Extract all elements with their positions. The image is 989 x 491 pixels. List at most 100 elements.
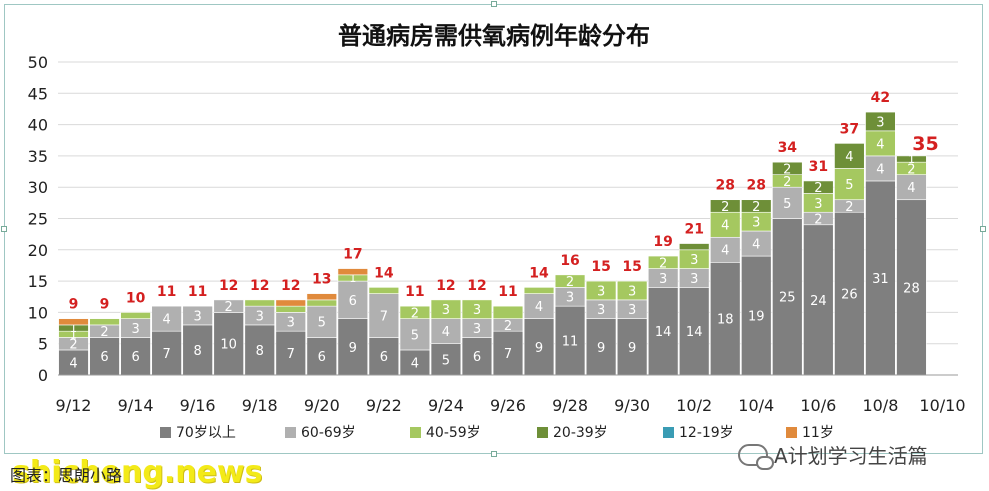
- bar-segment: [679, 287, 710, 376]
- x-tick-label: 9/22: [366, 396, 402, 415]
- total-label: 14: [374, 265, 394, 281]
- bar-segment: [399, 349, 431, 376]
- resize-handle-top[interactable]: [491, 1, 497, 7]
- bar-segment: [306, 293, 337, 301]
- bar-segment: [337, 268, 369, 276]
- bar-segment: [120, 312, 151, 319]
- bar-segment: [772, 218, 803, 376]
- bar-segment: [772, 161, 803, 175]
- data-label: 3: [473, 322, 481, 337]
- bar-segment: [896, 174, 927, 201]
- bar-segment: [492, 330, 524, 376]
- bar-segment: [647, 255, 679, 269]
- bar-segment: [834, 211, 865, 376]
- data-label: 7: [504, 347, 512, 362]
- bar-segment: [368, 337, 400, 376]
- bar-segment: [120, 337, 151, 376]
- legend-label: 70岁以上: [176, 425, 236, 441]
- bar-segment: [430, 299, 462, 319]
- legend-swatch: [410, 427, 421, 438]
- data-label: 26: [841, 288, 858, 303]
- data-label: 7: [380, 309, 388, 324]
- legend-swatch: [285, 427, 296, 438]
- total-label: 37: [840, 121, 859, 137]
- bar-segment: [430, 318, 462, 345]
- data-label: 6: [473, 350, 481, 365]
- bar-segment: [58, 318, 89, 326]
- data-label: 3: [566, 291, 574, 306]
- data-label: 2: [100, 325, 108, 340]
- data-label: 24: [810, 294, 827, 309]
- legend-label: 12-19岁: [679, 425, 734, 441]
- legend-label: 20-39岁: [553, 425, 608, 441]
- data-label: 10: [220, 338, 237, 353]
- y-tick-label: 20: [28, 241, 48, 260]
- total-label: 10: [126, 290, 146, 306]
- bar-segment: [865, 155, 896, 182]
- legend-swatch: [663, 427, 674, 438]
- bar-segment: [896, 155, 927, 163]
- resize-handle-right[interactable]: [980, 226, 986, 232]
- data-label: 3: [473, 303, 481, 318]
- legend-swatch: [537, 427, 548, 438]
- total-label: 14: [529, 265, 549, 281]
- data-label: 5: [845, 178, 853, 193]
- x-tick-label: 9/28: [552, 396, 588, 415]
- data-label: 9: [535, 341, 543, 356]
- data-label: 2: [225, 300, 233, 315]
- x-tick-label: 9/30: [614, 396, 650, 415]
- y-tick-label: 35: [28, 147, 48, 166]
- y-tick-label: 50: [28, 53, 48, 72]
- data-label: 2: [783, 175, 791, 190]
- total-label: 12: [219, 278, 238, 294]
- data-label: 11: [562, 335, 579, 350]
- total-label: 17: [343, 247, 362, 263]
- bar-segment: [368, 287, 400, 294]
- bar-segment: [710, 236, 741, 263]
- resize-handle-left[interactable]: [1, 226, 7, 232]
- data-label: 9: [349, 341, 357, 356]
- bar-segment: [772, 186, 803, 219]
- bar-segment: [834, 143, 865, 169]
- data-label: 3: [876, 115, 884, 130]
- wechat-badge: A计划学习生活篇: [738, 440, 928, 470]
- data-label: 2: [411, 306, 419, 321]
- data-label: 3: [256, 309, 264, 324]
- data-label: 3: [287, 316, 295, 331]
- x-tick-label: 9/18: [242, 396, 278, 415]
- data-label: 6: [318, 350, 326, 365]
- data-label: 6: [131, 350, 139, 365]
- x-tick-label: 10/4: [738, 396, 774, 415]
- data-label: 2: [566, 275, 574, 290]
- legend-label: 60-69岁: [301, 425, 356, 441]
- data-label: 4: [162, 313, 170, 328]
- data-label: 3: [690, 253, 698, 268]
- bar-segment: [306, 305, 337, 338]
- total-label: 21: [684, 222, 703, 238]
- bar-segment: [803, 180, 834, 194]
- resize-handle-bottom[interactable]: [491, 451, 497, 457]
- data-label: 3: [194, 309, 202, 324]
- total-label: 31: [809, 159, 828, 175]
- data-label: 2: [907, 162, 915, 177]
- data-label: 3: [628, 303, 636, 318]
- data-label: 3: [442, 303, 450, 318]
- data-label: 4: [535, 300, 543, 315]
- data-label: 4: [411, 356, 419, 371]
- bar-segment: [182, 324, 213, 376]
- data-label: 2: [504, 319, 512, 334]
- data-label: 4: [721, 244, 729, 259]
- data-label: 3: [814, 197, 822, 212]
- x-tick-label: 10/6: [800, 396, 836, 415]
- bar-segment: [89, 318, 120, 326]
- bar-segment: [741, 230, 772, 257]
- data-label: 1: [908, 153, 915, 166]
- total-label: 11: [498, 284, 517, 300]
- total-label: 28: [747, 178, 766, 194]
- y-tick-label: 40: [28, 116, 48, 135]
- bar-segment: [523, 293, 555, 319]
- bar-segment: [865, 130, 896, 157]
- total-label: 13: [312, 272, 331, 288]
